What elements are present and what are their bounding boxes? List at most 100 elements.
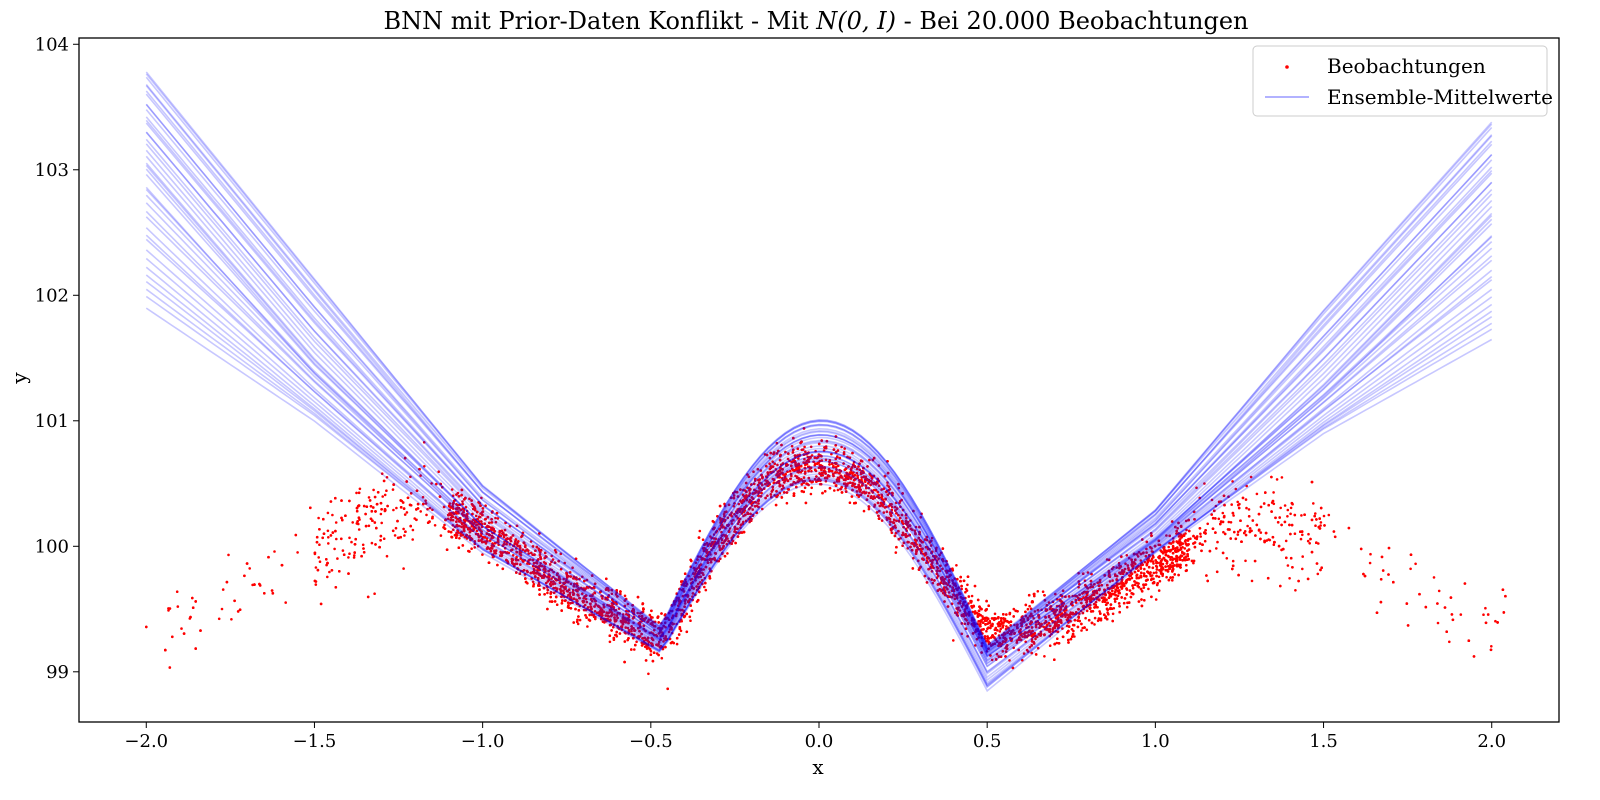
scatter-point [331, 513, 334, 517]
scatter-point [576, 622, 580, 626]
scatter-point [1249, 475, 1253, 479]
scatter-point [1034, 625, 1038, 629]
scatter-point [403, 534, 406, 537]
scatter-point [649, 649, 653, 653]
scatter-point [1323, 524, 1326, 527]
scatter-point [644, 659, 648, 662]
scatter-point [317, 556, 321, 559]
scatter-point [565, 577, 568, 581]
scatter-point [171, 635, 174, 639]
scatter-point [985, 629, 988, 633]
scatter-point [703, 576, 707, 580]
scatter-point [1080, 629, 1083, 632]
scatter-point [405, 511, 409, 514]
scatter-point [566, 601, 570, 604]
scatter-point [1247, 508, 1251, 511]
scatter-point [1164, 568, 1168, 572]
scatter-point [750, 504, 754, 507]
scatter-point [1279, 506, 1282, 510]
scatter-point [317, 516, 320, 520]
chart-title-prefix: BNN mit Prior-Daten Konflikt - Mit [383, 7, 816, 35]
scatter-point [1286, 508, 1290, 512]
scatter-point [1039, 630, 1043, 634]
scatter-point [1490, 645, 1493, 648]
scatter-point [402, 527, 405, 531]
scatter-point [1255, 492, 1259, 496]
scatter-point [352, 556, 356, 559]
scatter-point [640, 641, 644, 644]
scatter-point [1131, 586, 1135, 590]
scatter-point [1031, 614, 1034, 618]
scatter-point [722, 512, 726, 516]
scatter-point [690, 585, 694, 588]
scatter-point [995, 652, 999, 656]
scatter-point [1301, 533, 1304, 537]
scatter-point [726, 552, 729, 555]
scatter-point [431, 516, 434, 520]
scatter-point [1312, 502, 1315, 505]
scatter-point [1293, 532, 1297, 535]
scatter-point [1108, 580, 1112, 583]
scatter-point [1192, 561, 1195, 565]
scatter-point [1231, 559, 1235, 563]
scatter-point [403, 513, 407, 516]
scatter-point [327, 542, 330, 545]
scatter-point [953, 577, 957, 580]
scatter-point [971, 610, 975, 614]
scatter-point [560, 609, 563, 612]
scatter-point [1111, 579, 1114, 582]
scatter-point [1448, 640, 1451, 644]
scatter-point [976, 598, 980, 602]
scatter-point [1165, 562, 1169, 565]
scatter-point [357, 528, 361, 531]
scatter-point [1152, 571, 1156, 575]
scatter-point [1147, 587, 1150, 591]
scatter-point [453, 533, 457, 537]
scatter-point [1436, 621, 1440, 625]
scatter-point [366, 595, 370, 599]
scatter-point [843, 447, 846, 450]
scatter-point [1040, 608, 1043, 612]
scatter-point [529, 558, 532, 561]
scatter-point [385, 554, 389, 558]
scatter-point [581, 592, 584, 595]
scatter-point [1308, 542, 1311, 545]
scatter-point [998, 630, 1002, 633]
scatter-point [1316, 572, 1320, 576]
scatter-point [1243, 531, 1246, 535]
scatter-point [452, 528, 455, 531]
scatter-point [1026, 607, 1030, 611]
scatter-point [496, 563, 499, 567]
scatter-point [906, 547, 909, 550]
scatter-point [1288, 523, 1291, 527]
scatter-point [326, 575, 329, 579]
scatter-point [1369, 552, 1372, 556]
scatter-point [1185, 563, 1188, 567]
scatter-point [437, 470, 441, 474]
scatter-point [1028, 604, 1031, 608]
scatter-point [1061, 589, 1065, 592]
scatter-point [981, 641, 984, 645]
scatter-point [439, 534, 443, 537]
scatter-point [894, 501, 898, 505]
scatter-point [1049, 624, 1052, 628]
scatter-point [1079, 609, 1083, 613]
scatter-point [751, 508, 754, 511]
scatter-point [585, 600, 589, 604]
scatter-point [947, 591, 951, 594]
scatter-point [885, 516, 888, 519]
scatter-point [1048, 634, 1052, 638]
scatter-point [663, 621, 667, 624]
scatter-point [1043, 655, 1046, 658]
scatter-point [718, 546, 721, 549]
scatter-point [848, 501, 852, 505]
scatter-point [866, 494, 870, 498]
scatter-point [1221, 511, 1225, 515]
scatter-point [351, 521, 355, 524]
scatter-point [326, 511, 330, 515]
scatter-point [358, 487, 362, 491]
scatter-point [689, 578, 692, 581]
scatter-point [724, 536, 728, 540]
scatter-point [1315, 562, 1319, 565]
scatter-point [1259, 531, 1263, 534]
